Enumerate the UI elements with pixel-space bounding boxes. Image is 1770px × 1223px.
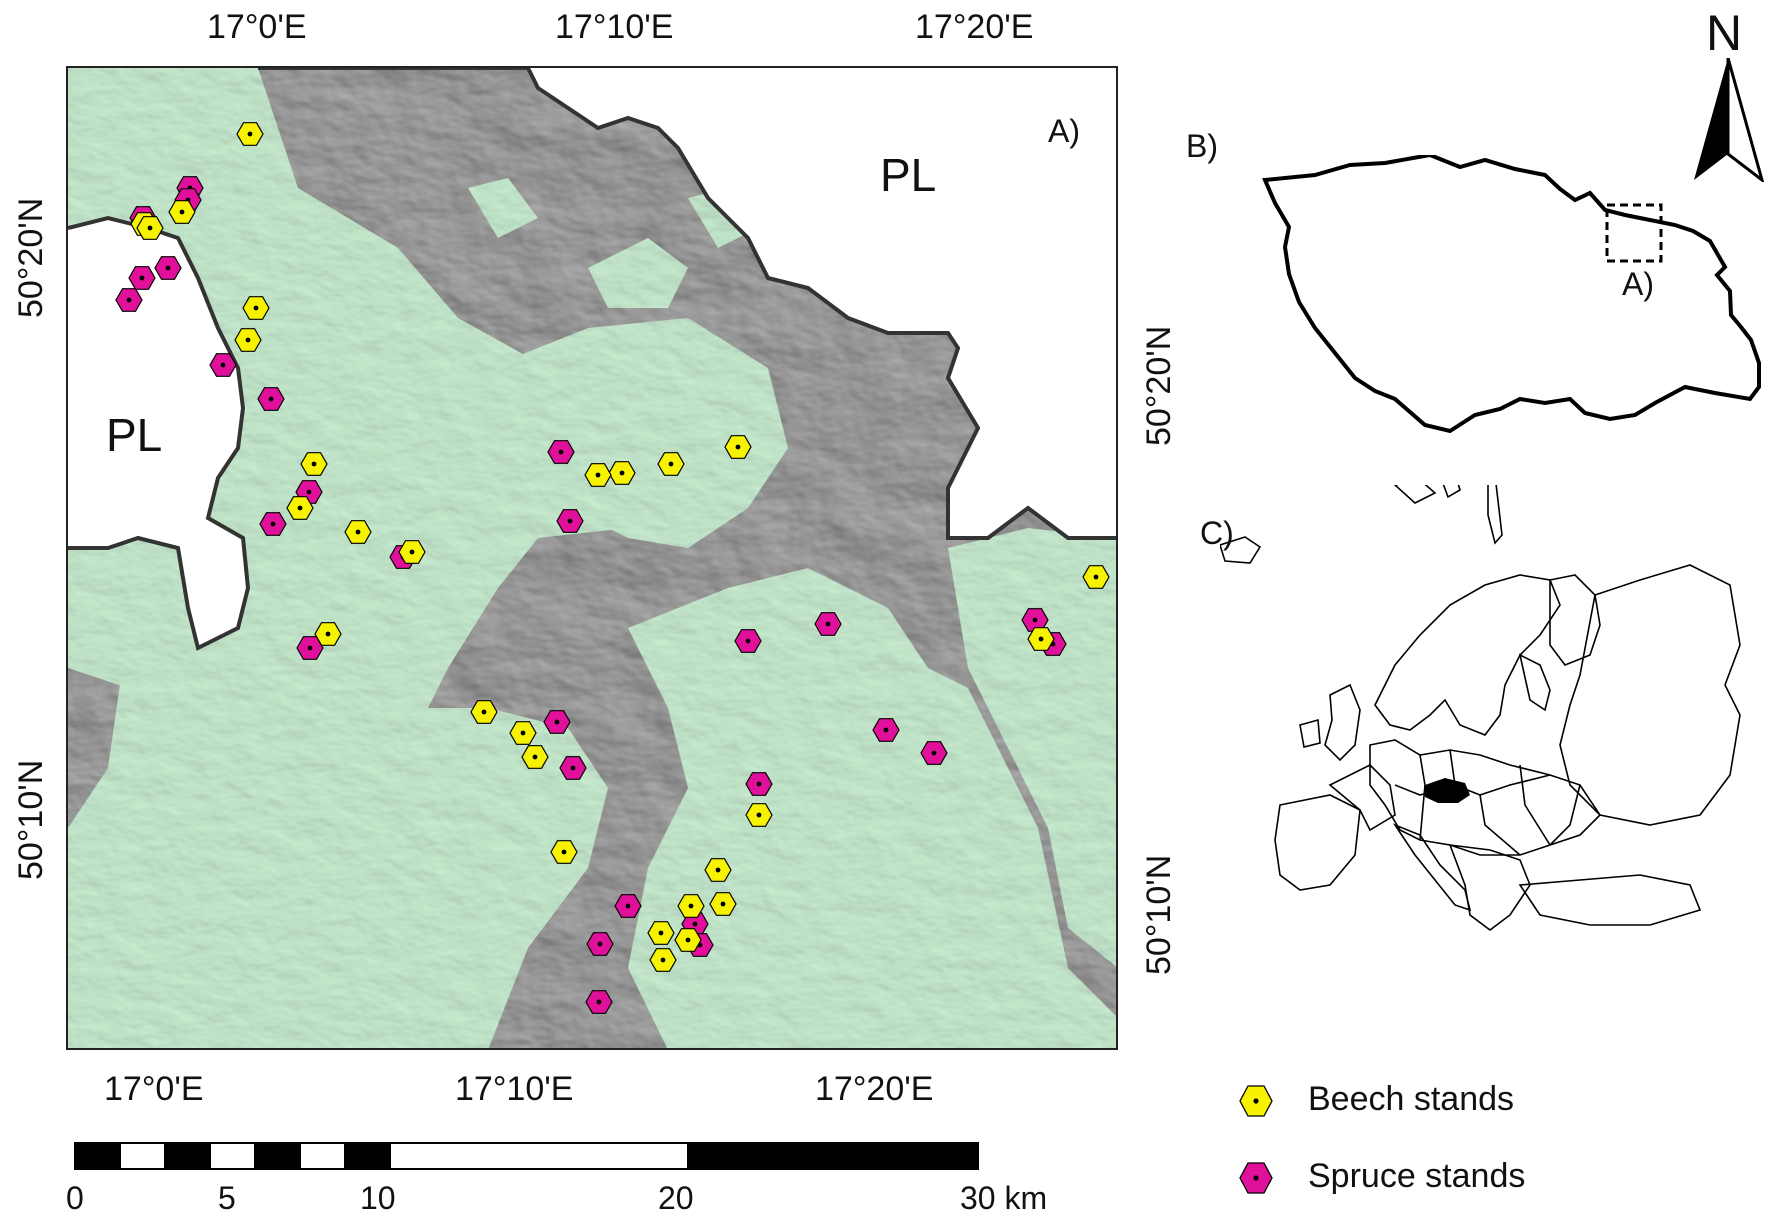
beech-site-marker	[709, 892, 737, 916]
czech-outline	[1262, 155, 1761, 434]
beech-site-marker	[677, 894, 705, 918]
beech-site-marker	[242, 296, 270, 320]
spruce-site-marker	[920, 741, 948, 765]
top-axis-label: 17°20'E	[915, 8, 1034, 46]
beech-site-marker	[550, 840, 578, 864]
beech-site-marker	[608, 461, 636, 485]
spruce-site-marker	[547, 440, 575, 464]
top-axis-label: 17°0'E	[207, 8, 307, 46]
right-axis-label: 50°10'N	[1140, 854, 1178, 975]
beech-site-marker	[398, 540, 426, 564]
scale-label: 30 km	[960, 1180, 1048, 1216]
main-map-canvas	[68, 68, 1118, 1050]
spruce-site-marker	[872, 718, 900, 742]
spruce-site-marker	[585, 990, 613, 1014]
beech-site-marker	[647, 921, 675, 945]
spruce-site-marker	[209, 353, 237, 377]
beech-site-marker	[649, 948, 677, 972]
spruce-site-marker	[586, 932, 614, 956]
map-panel-label: A)	[1048, 113, 1080, 149]
beech-site-marker	[1082, 565, 1110, 589]
inset-czech-map	[1262, 155, 1761, 434]
czech-highlight	[1425, 778, 1470, 803]
beech-site-marker	[657, 452, 685, 476]
country-label-pl-west: PL	[106, 409, 163, 461]
beech-site-marker	[509, 721, 537, 745]
inset-czech-panel-label: B)	[1186, 128, 1218, 164]
sites-layer	[115, 122, 1110, 1014]
right-axis-label: 50°20'N	[1140, 325, 1178, 446]
legend-label-beech: Beech stands	[1308, 1080, 1515, 1118]
scale-label: 0	[66, 1180, 84, 1216]
beech-site-marker	[745, 803, 773, 827]
spruce-site-marker	[614, 894, 642, 918]
beech-site-marker	[724, 435, 752, 459]
spruce-site-marker	[745, 772, 773, 796]
north-label: N	[1706, 5, 1743, 61]
beech-site-marker	[584, 463, 612, 487]
beech-site-marker	[168, 200, 196, 224]
top-axis-label: 17°10'E	[555, 8, 674, 46]
spruce-site-marker	[257, 387, 285, 411]
main-map[interactable]: A) PL PL	[68, 68, 1118, 1050]
bottom-axis-label: 17°0'E	[104, 1070, 204, 1108]
spruce-site-marker	[543, 710, 571, 734]
beech-legend-icon	[1239, 1085, 1273, 1117]
spruce-site-marker	[734, 629, 762, 653]
scale-label: 20	[658, 1180, 694, 1216]
spruce-site-marker	[115, 288, 143, 312]
spruce-site-marker	[814, 612, 842, 636]
scale-bar	[74, 1142, 979, 1170]
bottom-axis-label: 17°10'E	[455, 1070, 574, 1108]
beech-site-marker	[1027, 627, 1055, 651]
country-label-pl-east: PL	[880, 149, 937, 201]
beech-site-marker	[136, 216, 164, 240]
beech-site-marker	[344, 520, 372, 544]
beech-site-marker	[236, 122, 264, 146]
beech-site-marker	[674, 928, 702, 952]
beech-site-marker	[704, 858, 732, 882]
spruce-site-marker	[259, 512, 287, 536]
spruce-site-marker	[154, 256, 182, 280]
poland-area	[68, 68, 1118, 648]
left-axis-label: 50°10'N	[12, 759, 50, 880]
state-border	[68, 68, 1118, 651]
beech-site-marker	[300, 452, 328, 476]
spruce-site-marker	[556, 509, 584, 533]
inset-extent-label: A)	[1622, 266, 1654, 302]
beech-site-marker	[286, 496, 314, 520]
north-arrow-icon	[1694, 58, 1765, 182]
bottom-axis-label: 17°20'E	[815, 1070, 934, 1108]
spruce-site-marker	[559, 756, 587, 780]
left-axis-label: 50°20'N	[12, 197, 50, 318]
beech-site-marker	[234, 328, 262, 352]
beech-site-marker	[314, 622, 342, 646]
beech-site-marker	[521, 745, 549, 769]
spruce-site-marker	[128, 266, 156, 290]
beech-site-marker	[470, 700, 498, 724]
extent-box	[1605, 203, 1663, 263]
inset-europe-map	[1220, 485, 1741, 931]
spruce-legend-icon	[1239, 1162, 1273, 1194]
inset-europe-panel-label: C)	[1200, 515, 1234, 551]
scale-label: 5	[218, 1180, 236, 1216]
scale-label: 10	[360, 1180, 396, 1216]
legend-label-spruce: Spruce stands	[1308, 1157, 1526, 1195]
